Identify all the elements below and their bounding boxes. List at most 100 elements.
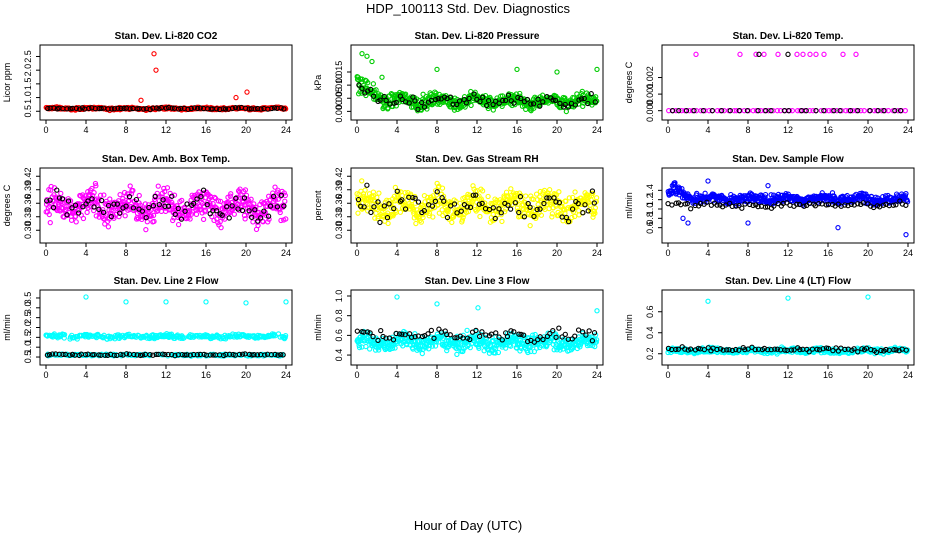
outlier-point — [359, 50, 365, 57]
data-point — [544, 195, 550, 201]
x-tick-label: 8 — [123, 125, 128, 135]
data-point — [169, 199, 175, 206]
x-tick-label: 24 — [281, 248, 291, 258]
data-point — [214, 208, 220, 214]
data-point — [197, 105, 204, 111]
data-point — [246, 208, 252, 214]
data-point — [165, 203, 172, 209]
data-point — [171, 192, 178, 198]
data-point — [125, 198, 131, 204]
y-tick-label: 0.4 — [645, 326, 655, 339]
x-tick-label: 8 — [434, 370, 439, 380]
y-tick-label: 1.0 — [334, 290, 344, 303]
x-tick-label: 4 — [705, 125, 710, 135]
x-tick-label: 8 — [123, 370, 128, 380]
data-point — [473, 192, 479, 198]
data-point — [537, 103, 543, 109]
data-point — [895, 108, 901, 114]
data-point — [370, 81, 377, 87]
data-point — [193, 211, 200, 218]
data-point — [485, 98, 492, 104]
data-point — [254, 105, 261, 112]
data-point — [801, 108, 808, 114]
outlier-point — [369, 58, 375, 65]
data-point — [80, 204, 86, 210]
x-tick-label: 20 — [863, 125, 873, 135]
outlier-point — [705, 298, 711, 304]
data-point — [44, 198, 50, 204]
data-point — [429, 203, 436, 209]
data-point — [454, 351, 460, 358]
data-point — [534, 206, 540, 213]
y-tick-label: 0.36 — [23, 194, 33, 212]
data-point — [683, 108, 690, 114]
data-point — [593, 195, 600, 201]
outlier-point — [138, 97, 144, 103]
data-point — [549, 211, 556, 217]
y-tick-label: 0.39 — [334, 181, 344, 199]
data-point — [235, 105, 241, 111]
series-reference — [44, 187, 287, 224]
x-tick-label: 4 — [83, 370, 88, 380]
y-axis-label: degrees C — [2, 184, 12, 226]
panel-title: Stan. Dev. Li-820 CO2 — [115, 31, 218, 42]
data-point — [105, 224, 112, 230]
data-point — [269, 105, 275, 112]
outlier-point — [243, 300, 249, 306]
data-point — [97, 192, 104, 198]
data-point — [139, 208, 146, 214]
data-point — [451, 201, 458, 207]
outlier-point — [594, 66, 600, 73]
data-point — [241, 195, 248, 201]
data-point — [250, 219, 256, 225]
data-point — [265, 219, 271, 225]
data-point — [822, 108, 829, 114]
data-point — [580, 210, 586, 216]
series-primary — [665, 294, 911, 357]
data-point — [441, 198, 447, 204]
data-point — [354, 328, 360, 334]
data-point — [91, 189, 97, 196]
panel-title: Stan. Dev. Line 4 (LT) Flow — [725, 276, 851, 287]
data-point — [150, 212, 157, 219]
outlier-point — [693, 51, 699, 57]
x-tick-label: 24 — [592, 248, 602, 258]
data-point — [242, 216, 248, 222]
data-point — [589, 188, 596, 194]
data-point — [433, 192, 440, 198]
data-point — [371, 204, 377, 210]
data-point — [179, 197, 185, 204]
data-point — [270, 193, 277, 199]
data-point — [64, 106, 70, 112]
data-point — [229, 105, 236, 112]
data-point — [786, 108, 792, 114]
x-tick-label: 16 — [512, 370, 522, 380]
data-point — [370, 93, 377, 99]
data-point — [361, 204, 367, 210]
data-point — [768, 192, 774, 198]
data-point — [847, 108, 854, 114]
data-point — [517, 90, 523, 97]
data-point — [227, 193, 233, 199]
data-point — [278, 217, 284, 224]
panel-title: Stan. Dev. Li-820 Temp. — [733, 31, 844, 42]
data-point — [146, 204, 152, 211]
data-point — [415, 199, 422, 205]
y-tick-label: 0.2 — [645, 347, 655, 360]
x-tick-label: 0 — [354, 125, 359, 135]
data-point — [512, 200, 518, 206]
data-point — [527, 204, 533, 210]
x-tick-label: 20 — [241, 248, 251, 258]
data-point — [493, 103, 499, 109]
data-point — [849, 108, 856, 114]
data-point — [130, 187, 136, 194]
x-tick-label: 4 — [394, 125, 399, 135]
data-point — [496, 100, 502, 106]
data-point — [77, 106, 83, 112]
data-point — [546, 187, 553, 193]
